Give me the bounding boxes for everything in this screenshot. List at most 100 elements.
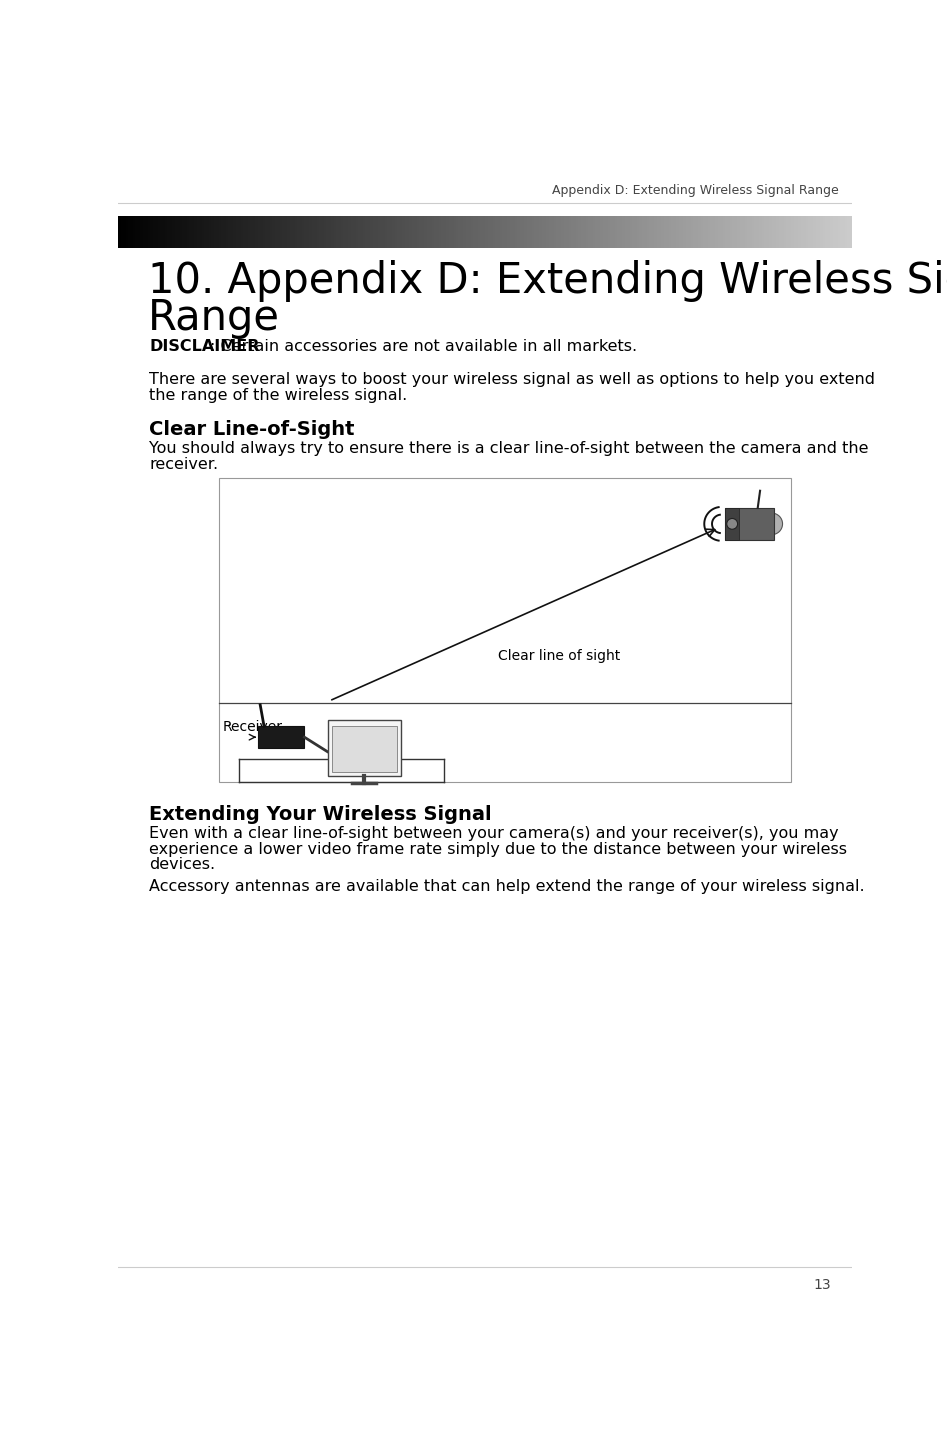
Bar	[172, 215, 174, 249]
Bar	[605, 215, 608, 249]
Bar	[740, 215, 742, 249]
Text: Appendix D: Extending Wireless Signal Range: Appendix D: Extending Wireless Signal Ra…	[552, 184, 839, 197]
Bar	[312, 215, 314, 249]
Bar	[723, 215, 725, 249]
Text: receiver.: receiver.	[150, 457, 219, 471]
Bar	[273, 215, 275, 249]
Bar	[813, 215, 815, 249]
Bar	[627, 215, 630, 249]
Bar	[185, 215, 187, 249]
Bar	[346, 215, 348, 249]
Bar	[148, 215, 151, 249]
Text: the range of the wireless signal.: the range of the wireless signal.	[150, 388, 407, 402]
Bar	[258, 726, 304, 748]
Bar	[356, 215, 358, 249]
Bar	[299, 215, 302, 249]
Bar	[600, 215, 603, 249]
Bar	[520, 215, 522, 249]
Bar	[133, 215, 135, 249]
Bar	[180, 215, 182, 249]
Bar	[339, 215, 341, 249]
Text: : Certain accessories are not available in all markets.: : Certain accessories are not available …	[210, 338, 637, 354]
Bar	[534, 215, 537, 249]
Bar	[642, 215, 644, 249]
Bar	[808, 215, 811, 249]
Bar	[398, 215, 400, 249]
Bar	[630, 215, 633, 249]
Bar	[152, 215, 155, 249]
Bar	[688, 215, 690, 249]
Bar	[562, 215, 563, 249]
Bar	[282, 215, 285, 249]
Bar	[236, 215, 239, 249]
Bar	[421, 215, 424, 249]
Bar	[258, 215, 260, 249]
Bar	[849, 215, 852, 249]
Bar	[738, 215, 740, 249]
Bar	[593, 215, 596, 249]
Bar	[260, 215, 262, 249]
Bar	[118, 215, 121, 249]
Bar	[209, 215, 211, 249]
Bar	[725, 508, 774, 539]
Bar	[163, 215, 165, 249]
Bar	[233, 215, 236, 249]
Bar	[632, 215, 634, 249]
Bar	[549, 215, 551, 249]
Bar	[471, 215, 474, 249]
Text: Accessory antennas are available that can help extend the range of your wireless: Accessory antennas are available that ca…	[150, 879, 865, 894]
Bar	[123, 215, 126, 249]
Bar	[160, 215, 163, 249]
Bar	[174, 215, 177, 249]
Bar	[409, 215, 412, 249]
Bar	[287, 215, 290, 249]
Bar	[404, 215, 407, 249]
Text: devices.: devices.	[150, 857, 216, 872]
Bar	[373, 215, 375, 249]
Bar	[458, 215, 461, 249]
Bar	[228, 215, 231, 249]
Bar	[182, 215, 185, 249]
Bar	[456, 215, 458, 249]
Bar	[615, 215, 617, 249]
Bar	[759, 215, 761, 249]
Bar	[735, 215, 738, 249]
Bar	[832, 215, 835, 249]
Bar	[725, 215, 727, 249]
Bar	[598, 215, 600, 249]
Bar	[223, 215, 226, 249]
Bar	[221, 215, 223, 249]
Bar	[155, 215, 157, 249]
Bar	[214, 215, 216, 249]
Bar	[239, 215, 241, 249]
Bar	[197, 215, 199, 249]
Bar	[478, 215, 480, 249]
Bar	[143, 215, 145, 249]
Bar	[749, 215, 752, 249]
Bar	[395, 215, 398, 249]
Bar	[211, 215, 214, 249]
Bar	[698, 215, 701, 249]
Bar	[650, 215, 652, 249]
Bar	[348, 215, 350, 249]
Text: 13: 13	[813, 1278, 831, 1293]
Bar	[204, 215, 206, 249]
Bar	[684, 215, 686, 249]
Bar	[353, 215, 356, 249]
Bar	[495, 215, 497, 249]
Bar	[280, 215, 282, 249]
Bar	[686, 215, 688, 249]
Bar	[245, 215, 248, 249]
Bar	[268, 215, 270, 249]
Bar	[527, 215, 529, 249]
Bar	[285, 215, 287, 249]
Bar	[522, 215, 525, 249]
Bar	[177, 215, 180, 249]
Bar	[845, 215, 848, 249]
Bar	[468, 215, 471, 249]
Bar	[277, 215, 280, 249]
Bar	[314, 215, 316, 249]
Bar	[189, 215, 191, 249]
Bar	[446, 215, 449, 249]
Bar	[363, 215, 366, 249]
